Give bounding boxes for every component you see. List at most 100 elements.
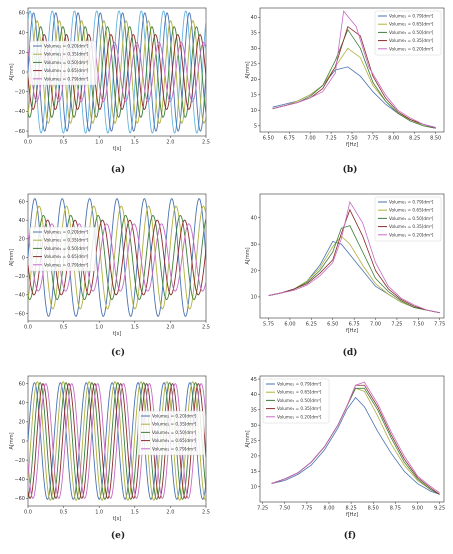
x-tick-label: 5.75 — [263, 322, 274, 328]
panel-label: (f) — [344, 530, 356, 541]
legend-box — [29, 40, 97, 86]
y-tick-label: 0 — [22, 70, 25, 76]
y-tick-label: 35 — [251, 31, 257, 37]
x-tick-label: 0.5 — [60, 325, 68, 331]
x-tick-label: 8.25 — [346, 506, 357, 512]
x-tick-label: 1.5 — [131, 140, 139, 146]
series-line-0 — [28, 382, 206, 500]
chart-panel-d: 5.75 6.00 6.25 6.50 6.75 7.00 7.25 7.50 7.75 10 20… — [245, 193, 445, 358]
legend-box — [262, 378, 330, 424]
legend-box — [137, 410, 205, 456]
y-tick-label: 25 — [251, 62, 257, 68]
series-line-0 — [271, 396, 440, 495]
panel-label: (d) — [343, 347, 358, 358]
x-tick-label: 8.25 — [409, 136, 420, 142]
y-axis-label: A[mm] — [245, 61, 251, 78]
legend-entry: Volume₁ = 0.20[dm³] — [389, 232, 434, 237]
legend-entry: Volume₁ = 0.20[dm³] — [389, 46, 434, 51]
y-tick-label: 20 — [19, 237, 25, 243]
series-group — [271, 381, 440, 495]
x-tick-label: 6.75 — [349, 322, 360, 328]
y-tick-label: 10 — [251, 295, 257, 301]
legend-entry: Volume₁ = 0.79[dm³] — [389, 200, 434, 205]
x-tick-label: 7.25 — [326, 136, 337, 142]
x-tick-label: 2.5 — [202, 510, 210, 516]
y-tick-label: 20 — [19, 50, 25, 56]
x-axis-label: f[Hz] — [346, 328, 358, 334]
legend-box — [374, 196, 442, 242]
y-tick-label: 15 — [251, 469, 257, 475]
y-tick-label: 60 — [19, 11, 25, 17]
legend-entry: Volume₁ = 0.50[dm³] — [277, 398, 322, 403]
y-tick-label: 30 — [251, 423, 257, 429]
y-tick-label: −20 — [14, 458, 25, 464]
series-group — [268, 200, 440, 314]
series-line-1 — [28, 20, 206, 124]
x-tick-label: 9.00 — [412, 506, 423, 512]
y-tick-label: 5 — [254, 124, 257, 130]
x-tick-label: 0.0 — [24, 325, 32, 331]
x-tick-label: 1.0 — [95, 140, 103, 146]
legend-entry: Volume₁ = 0.65[dm³] — [152, 438, 197, 443]
legend-entry: Volume₁ = 0.65[dm³] — [277, 390, 322, 395]
x-axis-label: t[s] — [113, 516, 122, 522]
legend: Volume₁ = 0.79[dm³] Volume₁ = 0.65[dm³] Vo… — [262, 378, 330, 424]
chart-panel-e: 0.0 0.5 1.0 1.5 2.0 2.5 −60 −40 −20 0 20 40 60 t[s] A[… — [9, 375, 210, 541]
y-tick-label: 60 — [19, 381, 25, 387]
x-tick-label: 8.00 — [388, 136, 399, 142]
x-tick-label: 6.50 — [327, 322, 338, 328]
x-tick-label: 2.0 — [166, 510, 174, 516]
y-tick-label: −40 — [14, 293, 25, 299]
x-tick-label: 8.50 — [430, 136, 441, 142]
y-tick-label: −40 — [14, 477, 25, 483]
legend-entry: Volume₁ = 0.79[dm³] — [44, 262, 89, 267]
y-axis-label: A[mm] — [9, 432, 15, 449]
x-tick-label: 8.50 — [368, 506, 379, 512]
x-tick-label: 2.0 — [166, 325, 174, 331]
x-axis-label: t[s] — [113, 331, 122, 337]
legend: Volume₁ = 0.20[dm³] Volume₁ = 0.35[dm³] Vo… — [29, 40, 97, 86]
legend-entry: Volume₁ = 0.35[dm³] — [152, 422, 197, 427]
legend-entry: Volume₁ = 0.35[dm³] — [389, 224, 434, 229]
y-axis-label: A[mm] — [245, 430, 251, 447]
x-tick-label: 7.50 — [413, 322, 424, 328]
series-line-4 — [268, 200, 440, 314]
y-axis-label: A[mm] — [9, 249, 15, 266]
y-tick-label: 10 — [251, 484, 257, 490]
legend-entry: Volume₁ = 0.50[dm³] — [152, 430, 197, 435]
series-group — [28, 381, 206, 501]
x-tick-label: 1.0 — [95, 325, 103, 331]
y-tick-label: 40 — [251, 392, 257, 398]
legend: Volume₁ = 0.20[dm³] Volume₁ = 0.35[dm³] Vo… — [29, 226, 97, 272]
series-line-3 — [28, 219, 206, 296]
chart-panel-b: 6.50 6.75 7.00 7.25 7.50 7.75 8.00 8.25 8.50 5 10 1… — [245, 7, 445, 175]
legend-entry: Volume₁ = 0.35[dm³] — [44, 52, 89, 57]
series-line-2 — [268, 225, 440, 314]
y-tick-label: 20 — [19, 420, 25, 426]
x-tick-label: 7.75 — [434, 322, 445, 328]
y-tick-label: −40 — [14, 109, 25, 115]
y-tick-label: 35 — [251, 408, 257, 414]
y-tick-label: −60 — [14, 311, 25, 317]
x-axis-label: f[Hz] — [346, 142, 358, 148]
legend-box — [29, 226, 97, 272]
x-tick-label: 7.25 — [391, 322, 402, 328]
legend: Volume₁ = 0.79[dm³] Volume₁ = 0.65[dm³] Vo… — [374, 10, 442, 56]
series-line-2 — [28, 215, 206, 300]
y-tick-label: −60 — [14, 129, 25, 135]
y-tick-label: 0 — [22, 255, 25, 261]
y-tick-label: 45 — [251, 377, 257, 383]
y-tick-label: 25 — [251, 438, 257, 444]
series-group — [272, 10, 436, 129]
legend-entry: Volume₁ = 0.35[dm³] — [277, 406, 322, 411]
legend-entry: Volume₁ = 0.79[dm³] — [277, 382, 322, 387]
y-tick-label: 40 — [19, 401, 25, 407]
legend-entry: Volume₁ = 0.50[dm³] — [44, 246, 89, 251]
x-tick-label: 7.75 — [301, 506, 312, 512]
legend-box — [374, 10, 442, 56]
chart-panel-f: 7.25 7.50 7.75 8.00 8.25 8.50 8.75 9.00 9.25 10 15… — [245, 375, 445, 541]
x-tick-label: 6.50 — [263, 136, 274, 142]
chart-panel-c: 0.0 0.5 1.0 1.5 2.0 2.5 −60 −40 −20 0 20 40 60 t[s] A[… — [9, 193, 210, 358]
x-tick-label: 9.25 — [434, 506, 445, 512]
